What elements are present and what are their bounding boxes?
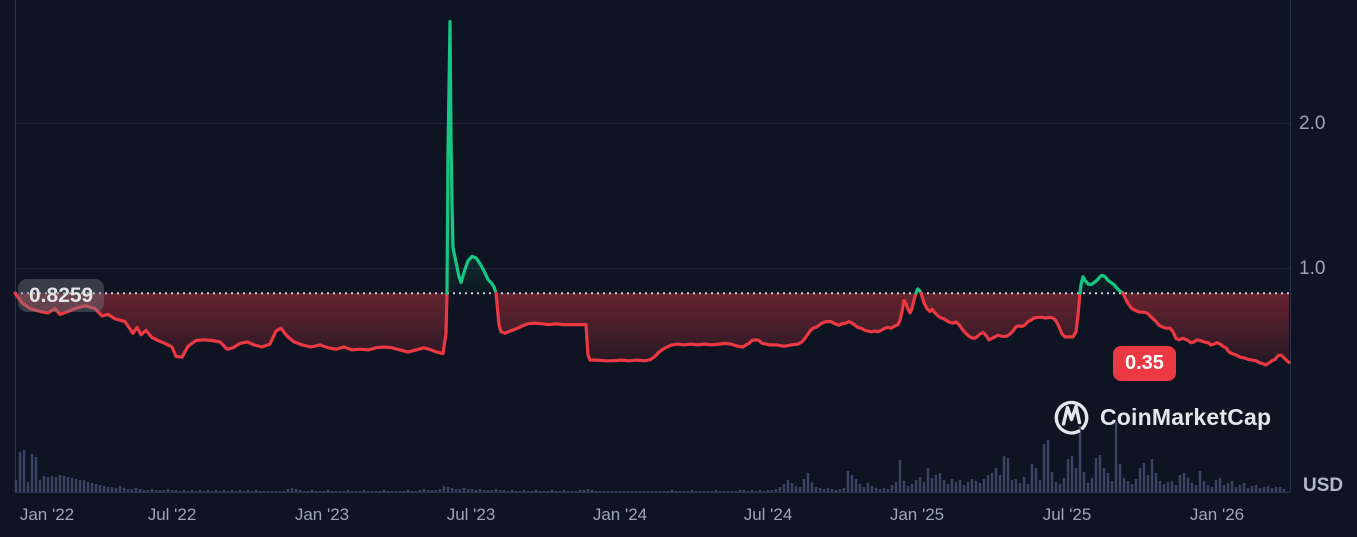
x-axis-tick-jan26: Jan '26 — [1189, 505, 1245, 524]
x-axis-tick-jan25: Jan '25 — [889, 505, 945, 524]
coinmarketcap-logo[interactable]: CoinMarketCap — [1052, 398, 1271, 437]
coinmarketcap-logo-icon — [1054, 400, 1089, 435]
x-axis-tick-jan23: Jan '23 — [294, 505, 350, 524]
y-axis-tick-2.0: 2.0 — [1299, 113, 1326, 134]
gridlines — [15, 123, 1290, 269]
price-line — [13, 19, 1291, 367]
y-axis-tick-1.0: 1.0 — [1299, 258, 1326, 279]
x-axis-tick-jul23: Jul '23 — [446, 505, 496, 524]
axis-lines — [15, 0, 1291, 493]
baseline-price-label: 0.8259 — [18, 279, 105, 312]
x-axis-tick-jul25: Jul '25 — [1042, 505, 1092, 524]
y-axis-unit-label: USD — [1303, 475, 1344, 496]
coinmarketcap-logo-text: CoinMarketCap — [1100, 404, 1272, 430]
current-price-badge: 0.35 — [1113, 346, 1176, 381]
x-axis-tick-jul22: Jul '22 — [147, 505, 197, 524]
price-area-fills — [15, 21, 1289, 366]
volume-bars — [14, 422, 1286, 492]
x-axis-tick-jul24: Jul '24 — [743, 505, 793, 524]
x-axis-tick-jan22: Jan '22 — [19, 505, 75, 524]
x-axis-tick-jan24: Jan '24 — [592, 505, 648, 524]
